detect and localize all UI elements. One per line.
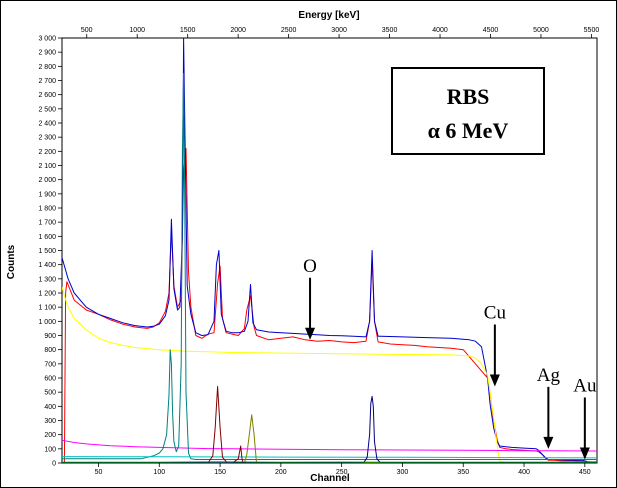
energy-tick-label: 2500	[281, 27, 297, 34]
x-tick-label: 150	[214, 469, 226, 476]
y-tick-label: 2 100	[38, 163, 56, 170]
series-line-1	[62, 148, 597, 463]
y-axis: 0 100 200 300 400 500 600 700 800 900 1 000 1 100 1 …	[38, 36, 62, 468]
y-tick-label: 2 700	[38, 78, 56, 85]
energy-tick-label: 5500	[584, 27, 600, 34]
y-tick-label: 1 800	[38, 206, 56, 213]
y-tick-label: 900	[44, 333, 56, 340]
y-tick-label: 500	[44, 390, 56, 397]
x-tick-label: 350	[457, 469, 469, 476]
y-tick-label: 1 600	[38, 234, 56, 241]
y-tick-label: 2 200	[38, 149, 56, 156]
series-line-4	[62, 439, 597, 452]
y-tick-label: 2 400	[38, 121, 56, 128]
y-tick-label: 3 000	[38, 36, 56, 43]
y-tick-label: 2 000	[38, 177, 56, 184]
annotation-arrow-head	[305, 327, 316, 340]
energy-tick-label: 5000	[533, 27, 549, 34]
rbs-inset-box: RBS α 6 MeV	[391, 67, 545, 155]
y-tick-label: 1 700	[38, 220, 56, 227]
y-tick-label: 0	[52, 461, 56, 468]
inset-subtitle: α 6 MeV	[428, 118, 509, 143]
annotation-ag: Ag	[537, 365, 561, 386]
series-line-2	[62, 38, 597, 463]
series-line-7	[62, 386, 597, 463]
x-axis-title: Channel	[310, 473, 350, 484]
y-tick-label: 400	[44, 404, 56, 411]
x-tick-label: 100	[153, 469, 165, 476]
y-tick-label: 2 900	[38, 50, 56, 57]
y-tick-label: 1 900	[38, 191, 56, 198]
energy-tick-label: 2000	[230, 27, 246, 34]
energy-tick-label: 4000	[432, 27, 448, 34]
y-tick-label: 1 400	[38, 262, 56, 269]
y-tick-label: 1 500	[38, 248, 56, 255]
inset-title: RBS	[447, 84, 490, 109]
energy-axis: 500 1000 1500 2000 2500 3000 3500 4000 4500 5000 5…	[81, 27, 599, 38]
y-tick-label: 1 300	[38, 276, 56, 283]
x-tick-label: 400	[518, 469, 530, 476]
series-line-3	[62, 287, 597, 463]
energy-tick-label: 500	[81, 27, 93, 34]
annotation-arrow-head	[489, 374, 500, 387]
annotation-layer: O Cu Ag Au	[303, 256, 597, 460]
series-line-5	[62, 72, 597, 460]
x-axis: 50 100 150 200 250 300 350 400 450	[95, 463, 591, 476]
annotation-arrow-head	[543, 436, 554, 449]
energy-tick-label: 3000	[331, 27, 347, 34]
energy-tick-label: 3500	[382, 27, 398, 34]
series-layer	[62, 38, 597, 463]
y-tick-label: 700	[44, 361, 56, 368]
y-tick-label: 2 500	[38, 106, 56, 113]
y-tick-label: 1 200	[38, 291, 56, 298]
annotation-arrow-head	[579, 447, 590, 460]
energy-tick-label: 1000	[129, 27, 145, 34]
y-axis-title: Counts	[6, 244, 17, 279]
annotation-au: Au	[573, 375, 597, 396]
annotation-cu: Cu	[484, 303, 507, 324]
y-tick-label: 2 800	[38, 64, 56, 71]
energy-tick-label: 1500	[180, 27, 196, 34]
annotation-o: O	[303, 256, 317, 277]
y-tick-label: 1 100	[38, 305, 56, 312]
x-tick-label: 250	[336, 469, 348, 476]
x-tick-label: 200	[275, 469, 287, 476]
y-tick-label: 800	[44, 347, 56, 354]
y-tick-label: 2 300	[38, 135, 56, 142]
y-tick-label: 1 000	[38, 319, 56, 326]
y-tick-label: 2 600	[38, 92, 56, 99]
y-tick-label: 300	[44, 418, 56, 425]
x-tick-label: 300	[397, 469, 409, 476]
energy-tick-label: 4500	[483, 27, 499, 34]
x-tick-label: 50	[95, 469, 103, 476]
x-tick-label: 450	[579, 469, 591, 476]
y-tick-label: 600	[44, 376, 56, 383]
series-line-6	[62, 456, 597, 459]
series-line-9	[62, 395, 597, 463]
energy-axis-title: Energy [keV]	[298, 10, 359, 21]
y-tick-label: 200	[44, 432, 56, 439]
y-tick-label: 100	[44, 446, 56, 453]
